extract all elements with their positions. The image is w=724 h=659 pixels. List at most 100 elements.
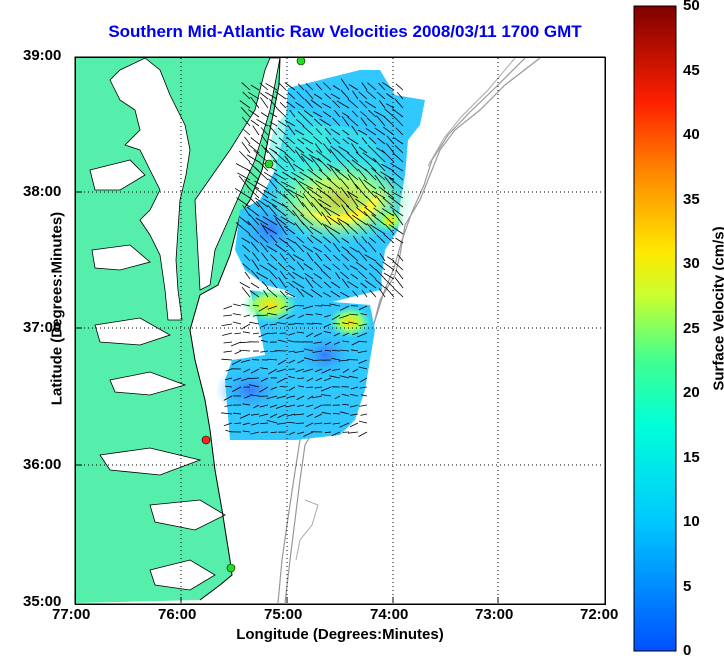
velocity-arrow <box>349 422 359 428</box>
velocity-arrow <box>249 321 260 325</box>
velocity-arrow <box>288 332 296 336</box>
velocity-arrow <box>232 321 242 325</box>
x-axis-label: Longitude (Degrees:Minutes) <box>236 626 444 643</box>
velocity-arrow <box>323 244 332 253</box>
velocity-arrow <box>378 100 386 109</box>
velocity-arrow <box>348 375 359 379</box>
velocity-arrow <box>250 431 260 435</box>
velocity-arrow <box>319 118 332 127</box>
velocity-arrow <box>269 121 278 127</box>
velocity-arrow <box>332 422 341 425</box>
velocity-arrow <box>318 169 332 181</box>
velocity-arrow <box>347 191 359 208</box>
velocity-arrow <box>239 150 251 163</box>
velocity-arrow <box>382 126 395 136</box>
velocity-arrow <box>274 91 287 100</box>
velocity-arrow <box>294 305 305 307</box>
velocity-arrow <box>350 349 359 352</box>
velocity-arrow <box>223 341 233 344</box>
velocity-arrow <box>257 314 269 317</box>
velocity-arrow <box>293 205 305 217</box>
velocity-arrow <box>279 386 287 388</box>
x-tick-label: 77:00 <box>52 606 91 623</box>
velocity-arrow <box>259 386 269 393</box>
velocity-arrow <box>319 203 332 217</box>
velocity-arrow <box>306 386 314 388</box>
velocity-arrow <box>334 109 341 118</box>
radar-station <box>264 159 274 169</box>
bathymetry-contour <box>284 58 541 603</box>
velocity-arrow <box>287 395 296 398</box>
velocity-arrow <box>288 376 296 379</box>
velocity-arrow <box>260 127 269 136</box>
velocity-arrow <box>332 117 341 127</box>
x-tick-label: 74:00 <box>370 606 409 623</box>
velocity-arrow <box>248 144 260 154</box>
velocity-arrow <box>314 332 323 337</box>
velocity-arrow <box>330 233 341 244</box>
velocity-arrow <box>340 411 350 415</box>
velocity-arrow <box>303 263 314 271</box>
velocity-arrow <box>346 205 359 217</box>
velocity-arrow <box>295 422 305 424</box>
velocity-arrow <box>266 245 278 253</box>
velocity-arrow <box>277 413 287 419</box>
velocity-arrow <box>380 171 395 181</box>
velocity-arrow <box>329 375 341 379</box>
velocity-arrow <box>277 359 287 365</box>
velocity-arrow <box>265 82 278 91</box>
velocity-arrow <box>240 359 251 363</box>
velocity-arrow <box>261 281 269 289</box>
velocity-arrow <box>247 220 260 235</box>
velocity-arrow <box>267 204 278 217</box>
velocity-arrow <box>259 404 269 408</box>
velocity-arrow <box>347 116 359 127</box>
velocity-arrow <box>364 100 377 109</box>
velocity-arrow <box>242 430 251 433</box>
velocity-arrow <box>341 246 350 253</box>
velocity-arrow <box>322 82 332 91</box>
velocity-arrow <box>290 171 305 181</box>
velocity-arrow <box>364 168 377 181</box>
velocity-arrow <box>360 117 368 127</box>
velocity-arrow <box>367 242 377 253</box>
velocity-arrow <box>381 208 395 217</box>
velocity-arrow <box>312 350 323 353</box>
velocity-arrow <box>256 118 269 127</box>
velocity-arrow <box>263 171 278 181</box>
velocity-arrow <box>358 323 368 327</box>
colorbar <box>633 5 677 652</box>
velocity-arrow <box>259 92 269 100</box>
velocity-arrow <box>321 394 332 397</box>
velocity-arrow <box>351 143 359 154</box>
colorbar-tick: 15 <box>683 449 700 466</box>
velocity-arrow <box>246 186 260 199</box>
velocity-arrow <box>315 313 323 316</box>
velocity-arrow <box>368 263 377 271</box>
velocity-arrow <box>294 149 305 163</box>
velocity-arrow <box>280 216 296 226</box>
velocity-arrow <box>309 226 323 235</box>
velocity-arrow <box>335 272 341 280</box>
velocity-arrow <box>392 210 404 226</box>
x-tick-label: 73:00 <box>475 606 514 623</box>
velocity-arrow <box>304 89 314 100</box>
velocity-arrow <box>386 93 395 100</box>
velocity-arrow <box>273 214 287 226</box>
velocity-arrow <box>260 350 269 353</box>
velocity-arrow <box>322 236 332 244</box>
velocity-arrow <box>352 90 359 100</box>
colorbar-tick: 40 <box>683 126 700 143</box>
velocity-arrow <box>314 261 323 271</box>
velocity-arrow <box>285 305 296 311</box>
velocity-arrow <box>381 163 395 172</box>
velocity-arrow <box>270 431 278 434</box>
velocity-arrow <box>250 137 260 145</box>
velocity-arrow <box>239 282 251 289</box>
velocity-arrow <box>375 195 386 208</box>
velocity-arrow <box>351 125 359 136</box>
velocity-arrow <box>365 90 377 100</box>
velocity-arrow <box>284 291 296 298</box>
velocity-arrow <box>266 395 278 400</box>
velocity-arrow <box>258 160 269 172</box>
